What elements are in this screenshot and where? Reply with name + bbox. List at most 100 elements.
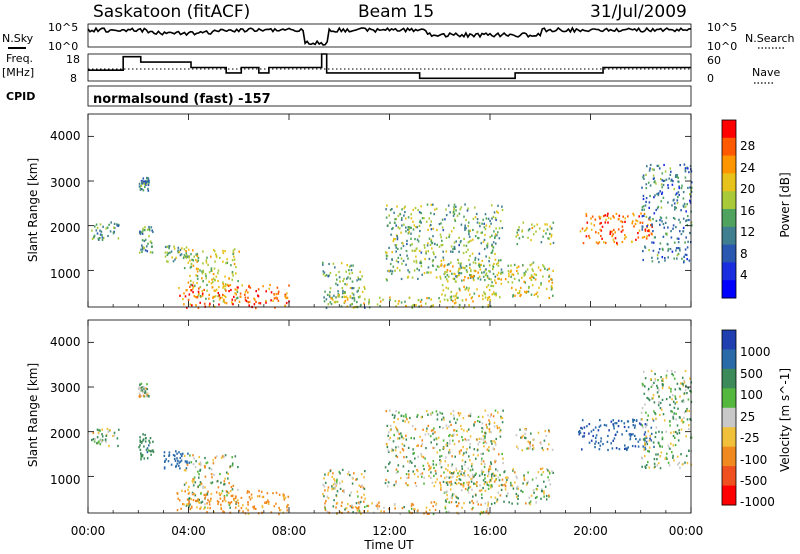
echo-cell: [432, 505, 434, 508]
echo-cell: [581, 227, 584, 230]
echo-cell: [234, 299, 236, 302]
echo-cell: [419, 473, 422, 476]
echo-cell: [467, 277, 469, 280]
echo-cell: [484, 213, 487, 216]
echo-cell: [648, 446, 651, 449]
echo-cell: [441, 418, 443, 421]
echo-cell: [189, 285, 191, 288]
echo-cell: [664, 257, 666, 260]
echo-cell: [231, 278, 234, 281]
echo-cell: [141, 231, 144, 234]
echo-cell: [395, 218, 397, 221]
echo-cell: [101, 433, 103, 436]
echo-cell: [550, 288, 553, 291]
echo-cell: [641, 215, 644, 218]
echo-cell: [671, 250, 674, 253]
echo-cell: [189, 274, 191, 277]
echo-cell: [486, 276, 489, 279]
echo-cell: [242, 510, 244, 513]
echo-cell: [204, 475, 207, 478]
echo-cell: [446, 494, 448, 497]
echo-cell: [491, 442, 493, 445]
echo-cell: [683, 392, 686, 395]
echo-cell: [654, 465, 656, 468]
echo-cell: [528, 441, 531, 444]
echo-cell: [231, 456, 233, 459]
echo-cell: [500, 268, 503, 271]
echo-cell: [141, 244, 143, 247]
echo-cell: [599, 216, 602, 219]
echo-cell: [490, 222, 492, 225]
echo-cell: [491, 293, 494, 296]
echo-cell: [513, 263, 516, 266]
echo-cell: [607, 212, 609, 215]
echo-cell: [452, 472, 455, 475]
echo-cell: [607, 221, 609, 224]
echo-cell: [143, 390, 146, 393]
echo-cell: [100, 440, 103, 444]
echo-cell: [357, 276, 359, 279]
echo-cell: [498, 259, 500, 262]
echo-cell: [145, 437, 147, 440]
echo-cell: [653, 212, 656, 215]
echo-cell: [276, 286, 279, 289]
echo-cell: [183, 454, 186, 458]
echo-cell: [456, 475, 458, 478]
echo-cell: [647, 450, 649, 453]
echo-cell: [615, 212, 618, 215]
echo-cell: [434, 208, 436, 211]
echo-cell: [284, 496, 287, 499]
echo-cell: [461, 299, 464, 302]
echo-cell: [196, 254, 199, 258]
echo-cell: [393, 221, 396, 224]
echo-cell: [450, 245, 453, 248]
echo-cell: [199, 301, 201, 304]
echo-cell: [224, 477, 226, 480]
echo-cell: [385, 208, 387, 211]
echo-cell: [208, 503, 211, 506]
echo-cell: [671, 410, 673, 413]
echo-cell: [456, 214, 459, 217]
echo-cell: [352, 287, 355, 290]
echo-cell: [203, 288, 205, 291]
echo-cell: [450, 434, 453, 437]
echo-cell: [524, 428, 526, 431]
colorbar-swatch: [722, 349, 736, 370]
echo-cell: [597, 242, 599, 245]
echo-cell: [401, 507, 404, 510]
echo-cell: [232, 494, 234, 497]
echo-cell: [465, 286, 468, 289]
echo-cell: [428, 237, 431, 240]
echo-cell: [237, 502, 240, 505]
echo-cell: [610, 420, 613, 423]
echo-cell: [655, 417, 657, 420]
echo-cell: [457, 270, 460, 273]
echo-cell: [518, 292, 521, 295]
echo-cell: [209, 302, 211, 305]
echo-cell: [677, 463, 679, 466]
power-colorbar-ticks: 28 24 20 16 12 8 4: [740, 139, 755, 282]
echo-cell: [205, 274, 207, 277]
echo-cell: [486, 510, 489, 513]
echo-cell: [332, 262, 335, 265]
echo-cell: [420, 265, 423, 268]
echo-cell: [187, 298, 190, 301]
echo-cell: [192, 281, 195, 284]
echo-cell: [140, 452, 142, 455]
power-ytick-1000: 1000: [50, 267, 81, 281]
echo-cell: [464, 288, 466, 291]
echo-cell: [448, 235, 450, 239]
echo-cell: [541, 447, 544, 450]
echo-cell: [447, 204, 450, 207]
echo-cell: [464, 224, 466, 227]
echo-cell: [221, 489, 224, 493]
echo-cell: [232, 484, 235, 487]
echo-cell: [360, 512, 362, 515]
echo-cell: [687, 215, 689, 218]
echo-cell: [394, 300, 397, 303]
echo-cell: [645, 411, 647, 414]
echo-cell: [604, 221, 607, 224]
echo-cell: [642, 197, 645, 201]
echo-cell: [279, 509, 282, 512]
echo-cell: [146, 228, 149, 231]
